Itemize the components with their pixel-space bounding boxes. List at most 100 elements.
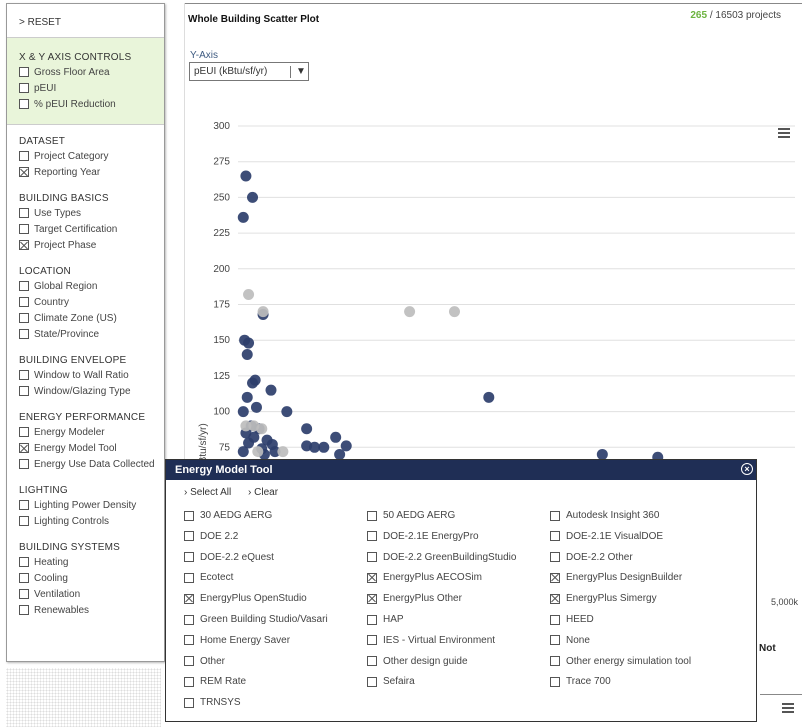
checkbox[interactable]	[19, 224, 29, 234]
checkbox[interactable]	[19, 386, 29, 396]
scatter-point[interactable]	[243, 437, 255, 449]
scatter-point[interactable]	[309, 441, 321, 453]
checkbox-checked[interactable]	[367, 593, 377, 604]
checkbox[interactable]	[184, 510, 194, 521]
tool-option[interactable]: EnergyPlus OpenStudio	[184, 593, 307, 604]
scatter-point[interactable]	[281, 406, 293, 418]
checkbox[interactable]	[19, 297, 29, 307]
filter-option[interactable]: Project Category	[19, 148, 108, 164]
scatter-point[interactable]	[237, 406, 249, 418]
scatter-point[interactable]	[596, 448, 608, 460]
checkbox-checked[interactable]	[19, 240, 29, 250]
checkbox[interactable]	[550, 676, 560, 687]
scatter-point[interactable]	[483, 391, 495, 403]
checkbox[interactable]	[367, 510, 377, 521]
tool-option[interactable]: Ecotect	[184, 572, 233, 583]
checkbox[interactable]	[19, 500, 29, 510]
checkbox[interactable]	[19, 605, 29, 615]
filter-option[interactable]: Global Region	[19, 278, 117, 294]
checkbox[interactable]	[550, 531, 560, 542]
checkbox[interactable]	[184, 552, 194, 563]
filter-option[interactable]: Energy Modeler	[19, 424, 155, 440]
scatter-point-muted[interactable]	[243, 289, 255, 301]
filter-option[interactable]: State/Province	[19, 326, 117, 342]
checkbox[interactable]	[184, 676, 194, 687]
tool-option[interactable]: Other energy simulation tool	[550, 656, 691, 667]
tool-option[interactable]: Other design guide	[367, 656, 468, 667]
checkbox[interactable]	[19, 427, 29, 437]
table-menu-icon[interactable]	[782, 703, 794, 713]
checkbox[interactable]	[367, 656, 377, 667]
checkbox[interactable]	[550, 552, 560, 563]
checkbox[interactable]	[367, 614, 377, 625]
select-all-link[interactable]: › Select All	[184, 487, 232, 498]
filter-option[interactable]: Window/Glazing Type	[19, 383, 131, 399]
scatter-point-muted[interactable]	[256, 423, 268, 435]
checkbox[interactable]	[367, 552, 377, 563]
scatter-point[interactable]	[301, 423, 313, 435]
checkbox-checked[interactable]	[19, 167, 29, 177]
filter-option[interactable]: % pEUI Reduction	[19, 96, 116, 112]
scatter-point[interactable]	[237, 446, 249, 458]
filter-option[interactable]: Heating	[19, 554, 120, 570]
reset-button[interactable]: > RESET	[19, 17, 61, 28]
tool-option[interactable]: REM Rate	[184, 676, 246, 687]
checkbox[interactable]	[19, 370, 29, 380]
filter-option[interactable]: Use Types	[19, 205, 117, 221]
checkbox[interactable]	[184, 635, 194, 646]
scatter-point[interactable]	[265, 384, 277, 396]
scatter-point-muted[interactable]	[277, 446, 289, 458]
checkbox[interactable]	[19, 516, 29, 526]
tool-option[interactable]: IES - Virtual Environment	[367, 635, 495, 646]
checkbox[interactable]	[19, 281, 29, 291]
chart-menu-icon[interactable]	[778, 128, 790, 138]
filter-option[interactable]: Target Certification	[19, 221, 117, 237]
tool-option[interactable]: DOE-2.2 GreenBuildingStudio	[367, 552, 516, 563]
scatter-point[interactable]	[247, 191, 259, 203]
checkbox[interactable]	[19, 208, 29, 218]
checkbox[interactable]	[550, 635, 560, 646]
filter-option[interactable]: Renewables	[19, 602, 120, 618]
scatter-point[interactable]	[241, 348, 253, 360]
checkbox[interactable]	[19, 329, 29, 339]
tool-option[interactable]: HEED	[550, 614, 594, 625]
clear-link[interactable]: › Clear	[248, 487, 279, 498]
filter-option[interactable]: Ventilation	[19, 586, 120, 602]
checkbox[interactable]	[184, 656, 194, 667]
checkbox[interactable]	[367, 676, 377, 687]
checkbox[interactable]	[19, 589, 29, 599]
checkbox[interactable]	[19, 573, 29, 583]
checkbox-checked[interactable]	[550, 572, 560, 583]
scatter-point[interactable]	[247, 377, 259, 389]
checkbox[interactable]	[19, 313, 29, 323]
filter-option[interactable]: Climate Zone (US)	[19, 310, 117, 326]
tool-option[interactable]: DOE-2.1E VisualDOE	[550, 531, 663, 542]
tool-option[interactable]: DOE-2.2 Other	[550, 552, 633, 563]
scatter-point[interactable]	[241, 391, 253, 403]
checkbox[interactable]	[184, 572, 194, 583]
checkbox-checked[interactable]	[367, 572, 377, 583]
scatter-point[interactable]	[250, 401, 262, 413]
checkbox[interactable]	[19, 99, 29, 109]
tool-option[interactable]: EnergyPlus Simergy	[550, 593, 657, 604]
scatter-point-muted[interactable]	[240, 420, 252, 432]
y-axis-select[interactable]: pEUI (kBtu/sf/yr) ▼	[189, 62, 309, 81]
tool-option[interactable]: Green Building Studio/Vasari	[184, 614, 328, 625]
tool-option[interactable]: TRNSYS	[184, 697, 241, 708]
scatter-point-muted[interactable]	[404, 306, 416, 318]
scatter-point-muted[interactable]	[257, 306, 269, 318]
tool-option[interactable]: DOE-2.2 eQuest	[184, 552, 274, 563]
scatter-point[interactable]	[269, 446, 281, 458]
tool-option[interactable]: DOE 2.2	[184, 531, 238, 542]
tool-option[interactable]: Trace 700	[550, 676, 611, 687]
scatter-point[interactable]	[240, 170, 252, 182]
tool-option[interactable]: EnergyPlus AECOSim	[367, 572, 482, 583]
checkbox-checked[interactable]	[550, 593, 560, 604]
tool-option[interactable]: Autodesk Insight 360	[550, 510, 659, 521]
scatter-point[interactable]	[340, 440, 352, 452]
filter-option[interactable]: Project Phase	[19, 237, 117, 253]
tool-option[interactable]: Sefaira	[367, 676, 415, 687]
checkbox[interactable]	[19, 67, 29, 77]
tool-option[interactable]: EnergyPlus DesignBuilder	[550, 572, 682, 583]
scatter-point-muted[interactable]	[448, 306, 460, 318]
